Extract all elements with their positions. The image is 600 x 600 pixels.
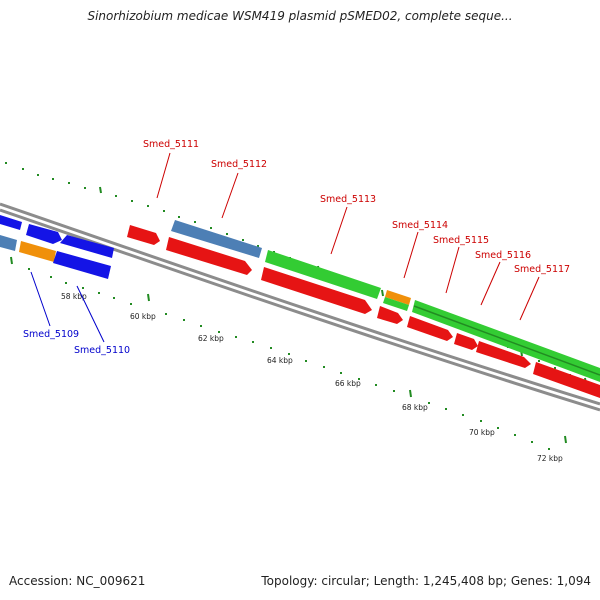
label-leaders: [30, 152, 540, 343]
gene-reverse-red-5[interactable]: [533, 362, 600, 398]
gene-reverse-red-4[interactable]: [407, 316, 453, 341]
kbp-label-58: 58 kbp: [61, 292, 87, 301]
kbp-label-72: 72 kbp: [537, 454, 563, 463]
gene-smed5111[interactable]: [127, 225, 160, 245]
gene-smed5112[interactable]: [171, 220, 262, 258]
map-title: Sinorhizobium medicae WSM419 plasmid pSM…: [87, 9, 513, 23]
gene-smed5110[interactable]: [53, 251, 111, 279]
backbone-gap: [113, 235, 125, 244]
reverse-genes: [0, 235, 600, 398]
gene-forward-blue-3[interactable]: [60, 235, 114, 258]
gene-smed5116[interactable]: [476, 341, 531, 368]
gene-label-smed5110: Smed_5110: [74, 345, 130, 356]
gene-label-smed5116: Smed_5116: [475, 250, 531, 261]
kbp-label-68: 68 kbp: [402, 403, 428, 412]
gene-smed5115[interactable]: [454, 333, 478, 350]
gene-forward-blue-2[interactable]: [26, 224, 62, 244]
inner-major-ticks: [10, 256, 567, 444]
kbp-label-66: 66 kbp: [335, 379, 361, 388]
gene-smed5117[interactable]: [412, 300, 600, 382]
gene-smed5114b[interactable]: [383, 297, 409, 311]
inner-tick-track: [28, 268, 550, 450]
gene-label-smed5111: Smed_5111: [143, 139, 199, 150]
gene-forward-blue-1[interactable]: [0, 215, 22, 230]
gene-label-smed5112: Smed_5112: [211, 159, 267, 170]
accession-text: Accession: NC_009621: [9, 574, 146, 588]
gene-smed5109[interactable]: [19, 241, 56, 262]
gene-reverse-red-1[interactable]: [166, 237, 252, 275]
kbp-label-70: 70 kbp: [469, 428, 495, 437]
gene-reverse-steel-1[interactable]: [0, 235, 17, 251]
kbp-label-62: 62 kbp: [198, 334, 224, 343]
gene-label-smed5114: Smed_5114: [392, 220, 448, 231]
gene-reverse-red-2[interactable]: [261, 267, 372, 314]
kbp-label-64: 64 kbp: [267, 356, 293, 365]
kbp-label-60: 60 kbp: [130, 312, 156, 321]
gene-reverse-red-3[interactable]: [377, 306, 403, 324]
gene-label-smed5113: Smed_5113: [320, 194, 376, 205]
gene-smed5114[interactable]: [385, 290, 411, 305]
topology-summary: Topology: circular; Length: 1,245,408 bp…: [261, 574, 591, 588]
gene-label-smed5115: Smed_5115: [433, 235, 489, 246]
forward-genes: [0, 215, 600, 382]
gene-label-smed5109: Smed_5109: [23, 329, 79, 340]
gene-smed5113[interactable]: [265, 250, 381, 299]
gene-label-smed5117: Smed_5117: [514, 264, 570, 275]
backbone: [0, 202, 600, 412]
